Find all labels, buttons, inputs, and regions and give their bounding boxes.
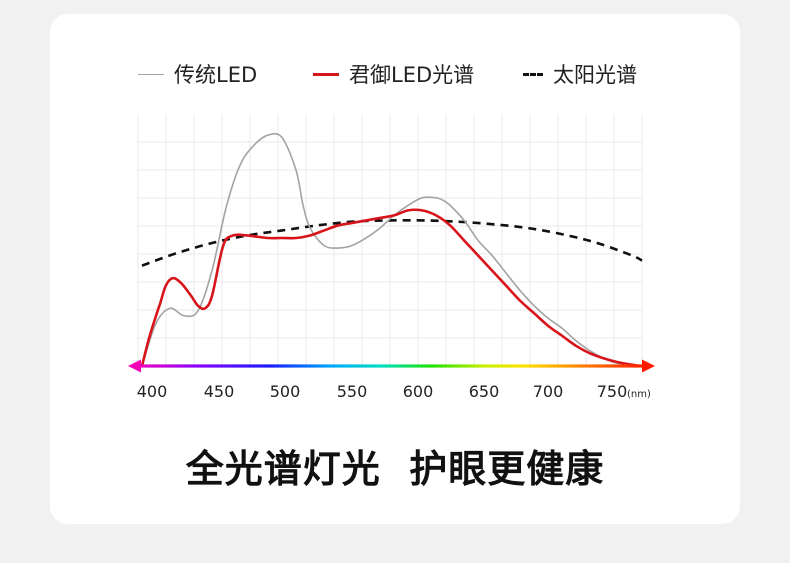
- chart-grid: [137, 115, 643, 367]
- x-tick-label-650: 650: [469, 382, 500, 401]
- x-tick-label-550: 550: [337, 382, 368, 401]
- legend-label-series-3: 太阳光谱: [553, 63, 637, 87]
- x-tick-label-500: 500: [270, 382, 301, 401]
- legend-item-series-3: 太阳光谱: [523, 58, 637, 90]
- legend-label-series-2: 君御LED光谱: [349, 63, 475, 87]
- legend-label-series-1: 传统LED: [174, 63, 258, 87]
- headline: 全光谱灯光 护眼更健康: [185, 447, 605, 491]
- x-axis-unit-label: (nm): [627, 389, 651, 400]
- series-line-1: [141, 132, 643, 367]
- x-tick-label-700: 700: [533, 382, 564, 401]
- series-line-3: [141, 218, 643, 267]
- series-line-2: [140, 208, 644, 368]
- chart-x-axis: 400 450 500 550 600 650 700 750 (nm): [128, 359, 655, 401]
- chart-legend: 传统LED 君御LED光谱 太阳光谱: [0, 58, 790, 90]
- x-axis-right-arrow: [642, 359, 655, 373]
- x-axis-spectrum-bar: [136, 364, 648, 368]
- card-background: [50, 14, 740, 524]
- legend-swatch-series-2: [313, 72, 339, 76]
- x-tick-label-600: 600: [403, 382, 434, 401]
- x-tick-label-450: 450: [204, 382, 235, 401]
- legend-swatch-series-1: [138, 73, 164, 75]
- x-tick-label-400: 400: [137, 382, 168, 401]
- legend-item-series-2: 君御LED光谱: [313, 58, 474, 90]
- x-axis-left-arrow: [128, 359, 141, 373]
- chart-series-layer: [140, 132, 644, 368]
- x-tick-label-750: 750: [597, 382, 628, 401]
- legend-swatch-series-3: [523, 72, 543, 76]
- legend-item-series-1: 传统LED: [138, 58, 257, 90]
